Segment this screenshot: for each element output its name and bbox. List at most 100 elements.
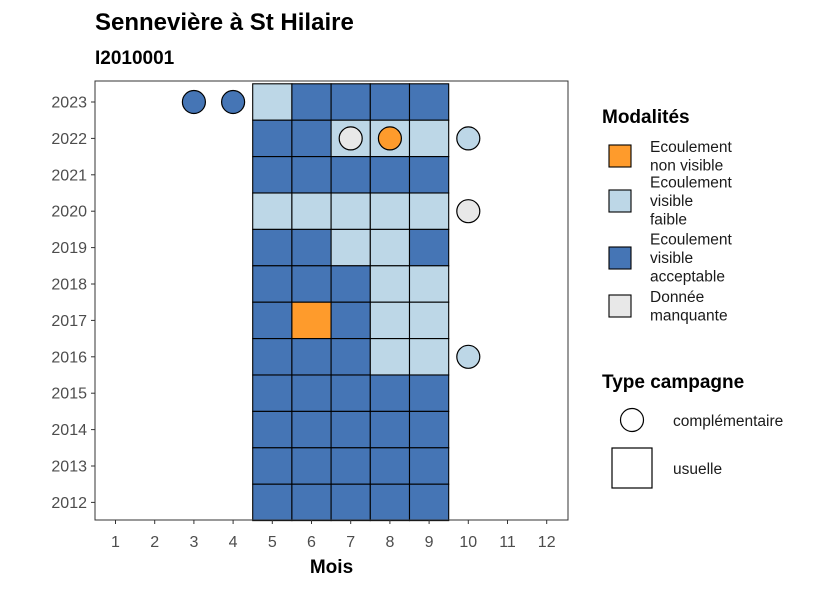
cell-2013-6 — [291, 447, 332, 485]
cell-2013-8 — [369, 447, 411, 485]
cell-2019-8 — [369, 228, 411, 267]
legend-type-campagne: complémentaire usuelle — [611, 407, 783, 489]
legend-label-acceptable: Ecoulement — [650, 232, 733, 249]
plot-border — [94, 80, 569, 521]
cell-2015-8 — [369, 374, 411, 412]
x-tick-label: 1 — [111, 534, 120, 551]
cell-2021-7 — [330, 156, 371, 194]
x-tick-label: 3 — [189, 534, 198, 551]
legend-label-non_visible: non visible — [650, 157, 723, 174]
legend-key-faible — [608, 189, 632, 213]
legend-label-faible: visible — [650, 193, 693, 210]
cell-2012-5 — [252, 483, 293, 522]
y-tick-label: 2021 — [51, 167, 87, 184]
cell-2019-7 — [330, 228, 371, 267]
cell-2012-6 — [291, 483, 332, 522]
y-tick-label: 2015 — [51, 386, 87, 403]
cell-2021-5 — [252, 156, 293, 194]
cell-2023-5 — [252, 83, 293, 121]
x-tick-label: 10 — [459, 534, 477, 551]
y-tick-label: 2014 — [51, 422, 87, 439]
cell-2013-5 — [252, 447, 293, 485]
cell-2022-6 — [291, 119, 332, 158]
chart-title: Sennevière à St Hilaire — [95, 9, 354, 36]
y-tick-label: 2016 — [51, 349, 87, 366]
point-2023-4 — [221, 89, 246, 115]
cells-layer — [181, 83, 481, 522]
cell-2023-8 — [369, 83, 411, 121]
cell-2019-9 — [408, 228, 450, 267]
y-tick-label: 2020 — [51, 204, 87, 221]
legend-key-square — [611, 447, 653, 489]
cell-2016-8 — [369, 338, 411, 376]
x-tick-label: 4 — [229, 534, 238, 551]
point-2016-10 — [456, 344, 481, 369]
y-tick-label: 2019 — [51, 240, 87, 257]
y-tick-label: 2023 — [51, 95, 87, 112]
cell-2014-8 — [369, 410, 411, 449]
legend-label-acceptable: acceptable — [650, 269, 725, 286]
cell-2021-6 — [291, 156, 332, 194]
legend-key-manquante — [608, 294, 632, 318]
legend-label-faible: Ecoulement — [650, 175, 733, 192]
legend-label-square: usuelle — [673, 461, 722, 478]
x-tick-label: 5 — [268, 534, 277, 551]
legend-key-non_visible — [608, 144, 632, 168]
cell-2017-8 — [369, 301, 411, 340]
cell-2014-5 — [252, 410, 293, 449]
cell-2016-9 — [408, 338, 450, 376]
cell-2016-7 — [330, 338, 371, 376]
cell-2013-9 — [408, 447, 450, 485]
cell-2021-9 — [408, 156, 450, 194]
cell-2020-5 — [252, 192, 293, 230]
cell-2016-6 — [291, 338, 332, 376]
x-tick-label: 2 — [150, 534, 159, 551]
cell-2015-5 — [252, 374, 293, 412]
point-2022-10 — [456, 126, 481, 151]
point-2022-8 — [377, 126, 402, 151]
point-2023-3 — [181, 89, 206, 115]
x-tick-label: 9 — [425, 534, 434, 551]
cell-2020-7 — [330, 192, 371, 230]
cell-2023-9 — [408, 83, 450, 121]
cell-2023-7 — [330, 83, 371, 121]
legend-label-acceptable: visible — [650, 250, 693, 267]
cell-2014-7 — [330, 410, 371, 449]
y-tick-label: 2018 — [51, 277, 87, 294]
y-tick-label: 2013 — [51, 459, 87, 476]
x-tick-label: 11 — [499, 534, 516, 551]
cell-2023-6 — [291, 83, 332, 121]
y-tick-label: 2022 — [51, 131, 87, 148]
x-tick-label: 6 — [307, 534, 316, 551]
cell-2012-7 — [330, 483, 371, 522]
point-2020-10 — [456, 199, 481, 224]
chart-subtitle: I2010001 — [95, 48, 175, 69]
cell-2018-8 — [369, 265, 411, 303]
x-tick-label: 7 — [346, 534, 355, 551]
cell-2017-5 — [252, 301, 293, 340]
cell-2017-7 — [330, 301, 371, 340]
legend-label-non_visible: Ecoulement — [650, 139, 733, 156]
legend-key-acceptable — [608, 246, 632, 270]
cell-2020-8 — [369, 192, 411, 230]
cell-2022-5 — [252, 119, 293, 158]
legend-modalites-title: Modalités — [602, 107, 690, 128]
legend-label-faible: faible — [650, 212, 687, 229]
axes-layer: 1 2 3 4 5 6 7 8 9 10 11 122023202220212020201920182… — [51, 95, 555, 552]
cell-2019-6 — [291, 228, 332, 267]
cell-2017-6 — [291, 301, 332, 340]
cell-2016-5 — [252, 338, 293, 376]
legend-label-manquante: Donnée — [650, 289, 704, 306]
cell-2017-9 — [408, 301, 450, 340]
cell-2015-6 — [291, 374, 332, 412]
cell-2018-5 — [252, 265, 293, 303]
point-2022-7 — [338, 126, 363, 151]
cell-2021-8 — [369, 156, 411, 194]
cell-2014-6 — [291, 410, 332, 449]
cell-2013-7 — [330, 447, 371, 485]
cell-2018-6 — [291, 265, 332, 303]
legend-label-manquante: manquante — [650, 307, 728, 324]
legend-key-circle — [619, 407, 645, 433]
cell-2012-9 — [408, 483, 450, 522]
